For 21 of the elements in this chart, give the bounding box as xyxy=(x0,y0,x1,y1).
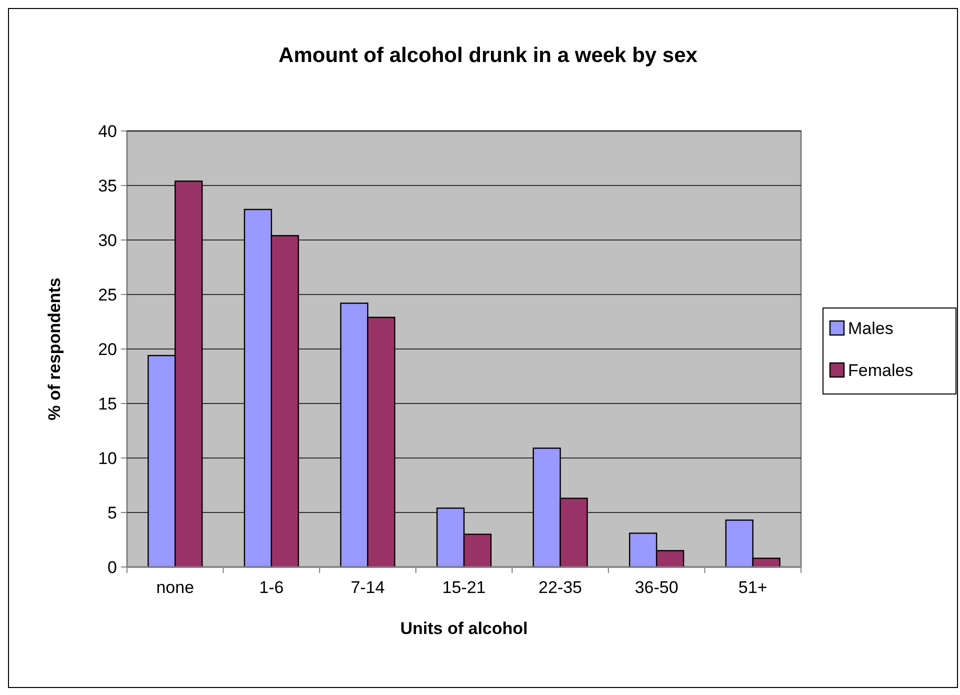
y-tick-label: 25 xyxy=(98,285,117,304)
y-tick-label: 30 xyxy=(98,230,117,250)
x-axis-title: Units of alcohol xyxy=(400,619,528,638)
x-tick-label: 7-14 xyxy=(350,578,385,597)
legend-label: Females xyxy=(848,360,914,380)
y-tick-label: 20 xyxy=(98,340,117,359)
chart-title: Amount of alcohol drunk in a week by sex xyxy=(278,44,698,67)
x-tick-label: 36-50 xyxy=(634,578,678,597)
y-axis-title: % of respondents xyxy=(45,278,64,420)
x-tick-label: 51+ xyxy=(738,578,768,597)
y-tick-label: 10 xyxy=(98,448,117,468)
y-tick-label: 35 xyxy=(98,176,117,196)
x-tick-label: 22-35 xyxy=(538,578,582,597)
y-tick-label: 5 xyxy=(108,503,117,522)
x-tick-label: 15-21 xyxy=(442,578,486,597)
x-tick-label: 1-6 xyxy=(259,578,284,597)
y-tick-label: 15 xyxy=(98,394,117,414)
y-tick-label: 40 xyxy=(98,122,117,141)
y-tick-label: 0 xyxy=(108,558,117,577)
x-tick-label: none xyxy=(156,578,194,597)
legend-label: Males xyxy=(848,318,894,338)
